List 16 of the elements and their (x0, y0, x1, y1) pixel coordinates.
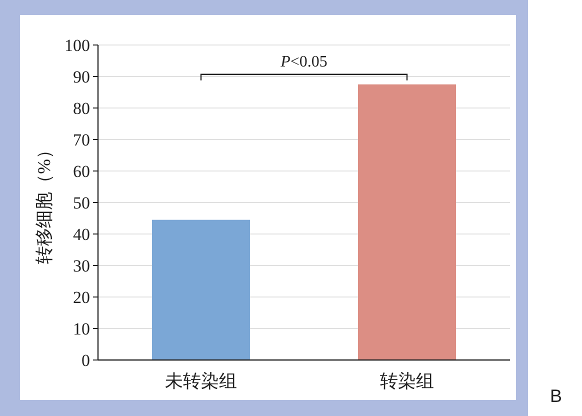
x-tick-label: 转染组 (380, 371, 434, 391)
y-tick-label: 40 (73, 225, 90, 244)
y-tick-label: 50 (73, 194, 90, 212)
y-axis-title: 转移细胞（%） (34, 141, 54, 264)
y-tick-label: 0 (82, 351, 90, 370)
y-tick-label: 80 (73, 99, 90, 118)
y-tick-label: 60 (73, 162, 90, 181)
y-tick-label: 10 (73, 320, 90, 338)
y-tick-label: 30 (73, 256, 90, 276)
text: B (550, 386, 562, 406)
y-tick-label: 70 (73, 130, 90, 150)
y-tick-label: 100 (64, 36, 90, 55)
y-tick-label: 90 (73, 68, 90, 86)
y-tick-label: 20 (73, 288, 90, 307)
x-tick-label: 未转染组 (165, 371, 237, 391)
annotation: P<0.05 (280, 53, 328, 70)
